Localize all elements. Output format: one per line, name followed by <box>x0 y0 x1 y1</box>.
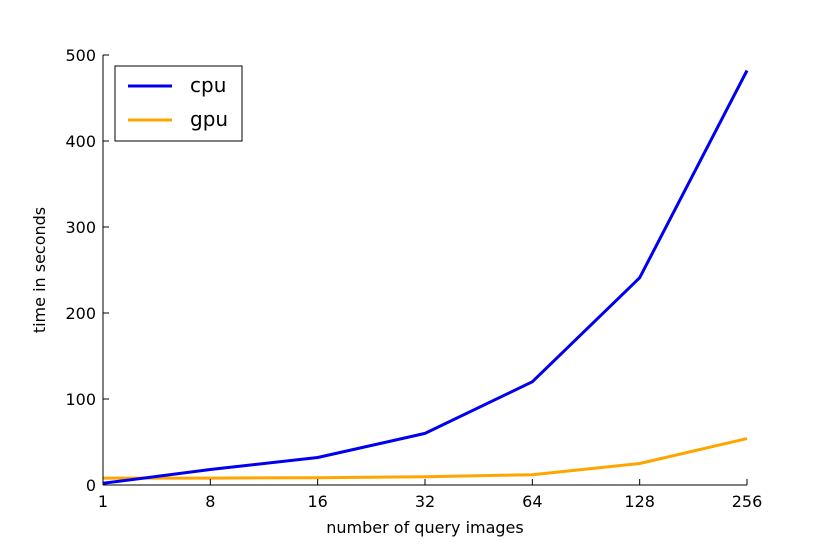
x-tick-label: 16 <box>307 492 327 511</box>
series-layer <box>102 69 749 485</box>
legend-label-cpu: cpu <box>190 73 226 97</box>
y-tick-label: 400 <box>65 132 96 151</box>
legend-label-gpu: gpu <box>190 107 228 131</box>
x-tick-label: 256 <box>732 492 763 511</box>
x-tick-label: 64 <box>522 492 542 511</box>
x-tick-label: 8 <box>205 492 215 511</box>
y-axis-label: time in seconds <box>30 207 49 333</box>
y-tick-label: 200 <box>65 304 96 323</box>
x-tick-label: 128 <box>624 492 655 511</box>
ticks-layer: 1 8 16 32 64 128 256 0 100 200 300 400 500 <box>65 46 762 511</box>
y-tick-label: 500 <box>65 46 96 65</box>
x-tick-label: 32 <box>415 492 435 511</box>
legend: cpu gpu <box>114 65 243 142</box>
y-tick-label: 100 <box>65 390 96 409</box>
legend-items: cpu gpu <box>128 73 228 131</box>
legend-frame <box>114 65 243 142</box>
series-line-cpu <box>102 69 749 485</box>
y-tick-label: 0 <box>86 476 96 495</box>
x-axis-label: number of query images <box>326 518 523 537</box>
y-tick-label: 300 <box>65 218 96 237</box>
series-line-gpu <box>103 437 748 480</box>
x-tick-label: 1 <box>98 492 108 511</box>
